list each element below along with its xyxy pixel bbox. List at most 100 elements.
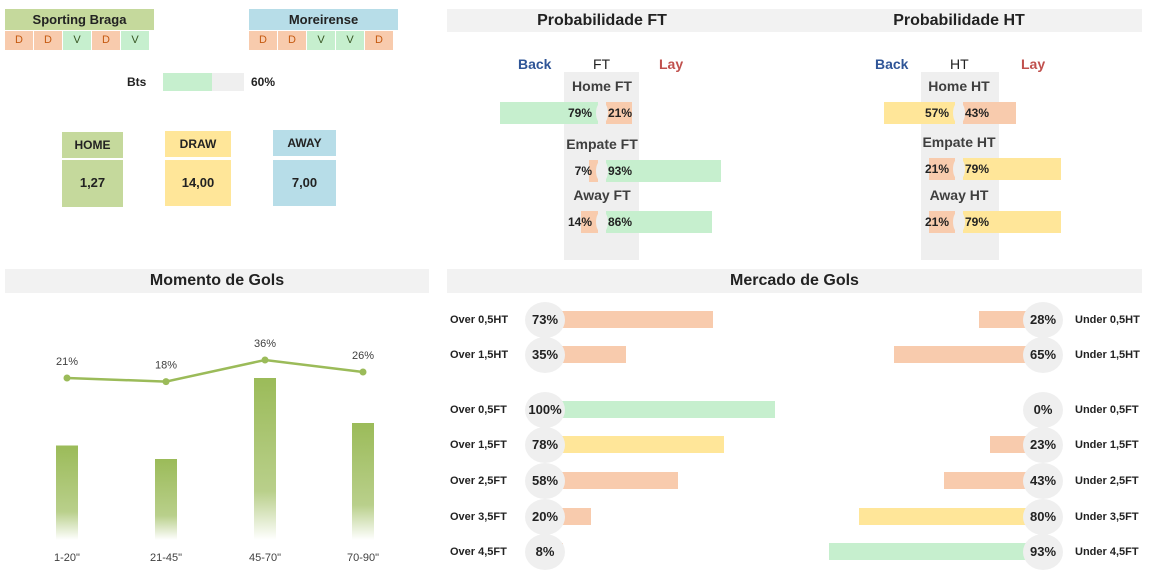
over-bar [545,436,725,453]
prob-ft-title: Probabilidade FT [537,12,667,29]
prob_ht-back-pct: 21% [924,215,949,229]
prob_ht-row-label: Empate HT [922,134,996,150]
momento-point-label: 36% [254,338,276,350]
prob_ht-divider [953,158,965,180]
form-result-3: V [307,31,335,50]
form-result-1: D [249,31,277,50]
over-bar [545,401,775,418]
form-result-4: V [336,31,364,50]
prob_ht-back-bar [929,158,955,180]
prob_ft-divider [596,160,608,182]
home-team-name: Sporting Braga [5,9,154,30]
momento-bar [155,459,177,540]
momento-point-label: 21% [56,356,78,368]
prob-header-bar [447,9,1142,32]
over-label: Over 0,5FT [450,404,507,416]
momento-x-tick: 21-45" [150,552,182,564]
over-label: Over 2,5FT [450,475,507,487]
prob_ft-back-bar [589,160,598,182]
away-odd-value: 7,00 [273,160,336,206]
prob_ht-row-label: Home HT [928,78,990,94]
prob_ft-divider [596,211,608,233]
prob_ft-lay-bar [606,211,713,233]
under-label: Under 0,5HT [1075,314,1140,326]
prob_ft-lay-pct: 86% [608,215,633,229]
under-label: Under 1,5HT [1075,349,1140,361]
momento-point [359,368,367,376]
form-result-2: D [34,31,62,50]
prob_ft-lay-bar [606,102,632,124]
under-pct: 28% [1023,302,1063,338]
away-team-name: Moreirense [249,9,398,30]
prob_ft-lay-pct: 21% [608,106,633,120]
momento-point [261,356,269,364]
prob_ht-back-bar [929,211,955,233]
bts-value: 60% [251,75,276,89]
momento-point-label: 26% [352,350,374,362]
prob_ht-divider [953,211,965,233]
form-result-5: V [121,31,149,50]
under-bar [944,472,1043,489]
form-result-5: D [365,31,393,50]
over-label: Over 4,5FT [450,546,507,558]
away-odd-label: AWAY [273,130,336,156]
prob_ft-back-pct: 79% [567,106,592,120]
over-label: Over 1,5FT [450,439,507,451]
momento-x-tick: 45-70" [249,552,281,564]
momento-x-tick: 1-20" [54,552,80,564]
over-bar [545,472,679,489]
over-bar [545,346,626,363]
momento-chart: 21% 18% 36% 26% 1-20" 21-45" 45-70" 70-90" [54,338,379,564]
momento-title: Momento de Gols [5,269,429,293]
prob_ht-lay-bar [963,211,1061,233]
momento-bar [56,445,78,540]
under-pct: 65% [1023,337,1063,373]
ht-mid-label: HT [950,56,969,72]
under-pct: 43% [1023,463,1063,499]
under-bar [859,508,1043,525]
momento-line [66,358,364,383]
prob_ft-back-bar [580,211,598,233]
under-label: Under 2,5FT [1075,475,1139,487]
over-pct: 73% [525,302,565,338]
prob_ft-divider [596,102,608,124]
ft-lay-label: Lay [659,56,684,72]
ht-lay-label: Lay [1021,56,1046,72]
home-odd-label: HOME [62,132,123,158]
bts-bar-track [163,73,244,91]
home-odd-value: 1,27 [62,160,123,207]
under-pct: 80% [1023,499,1063,535]
under-bar [893,346,1043,363]
over-pct: 78% [525,427,565,463]
prob_ht-lay-bar [963,158,1061,180]
momento-bar [254,378,276,540]
over-pct: 35% [525,337,565,373]
under-bar [829,543,1043,560]
draw-odd-value: 14,00 [165,160,231,206]
ft-back-label: Back [518,56,552,72]
momento-bar [352,423,374,540]
ht-back-label: Back [875,56,909,72]
draw-odd-label: DRAW [165,131,231,157]
bts-bar-fill [163,73,212,91]
prob_ht-back-pct: 21% [924,162,949,176]
form-result-1: D [5,31,33,50]
momento-point [63,374,71,382]
prob-ht-title: Probabilidade HT [893,12,1025,29]
ft-mid-label: FT [593,56,611,72]
prob_ht-back-pct: 57% [924,106,949,120]
momento-point [162,378,170,386]
under-label: Under 3,5FT [1075,511,1139,523]
under-label: Under 0,5FT [1075,404,1139,416]
over-pct: 58% [525,463,565,499]
under-label: Under 4,5FT [1075,546,1139,558]
prob_ft-back-pct: 14% [567,215,592,229]
prob_ft-row-label: Away FT [573,187,631,203]
prob_ft-lay-pct: 93% [608,164,633,178]
prob_ft-lay-bar [606,160,722,182]
over-pct: 8% [525,534,565,570]
momento-x-tick: 70-90" [347,552,379,564]
under-pct: 0% [1023,392,1063,428]
form-result-3: V [63,31,91,50]
